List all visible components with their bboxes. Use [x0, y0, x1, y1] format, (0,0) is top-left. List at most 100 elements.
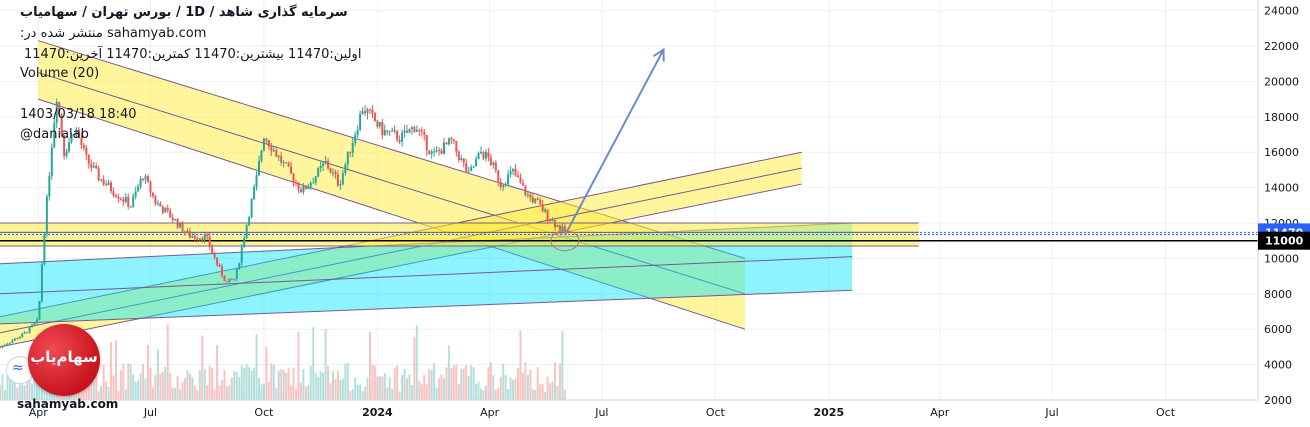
volume-bar — [376, 376, 379, 400]
volume-bar — [23, 385, 26, 400]
candle-body — [188, 230, 191, 238]
candle-body — [45, 196, 48, 234]
volume-bar — [462, 368, 465, 400]
candle-body — [452, 139, 455, 142]
volume-bar — [334, 379, 337, 400]
volume-bar — [250, 370, 253, 400]
candle-body — [428, 150, 431, 154]
volume-bar — [105, 381, 108, 400]
candle-body — [475, 159, 478, 167]
channel-1-line-1 — [0, 167, 802, 334]
volume-bar — [110, 342, 112, 400]
volume-bar — [188, 373, 191, 400]
volume-bar — [117, 391, 120, 400]
candle-body — [235, 268, 238, 279]
candle-body — [166, 207, 169, 211]
candle-body — [193, 236, 196, 239]
x-tick-label: Jul — [1044, 406, 1058, 419]
candle-body — [206, 234, 209, 237]
candle-body — [117, 197, 120, 199]
candle-body — [80, 137, 83, 146]
candle-body — [169, 210, 172, 218]
volume-bar — [378, 375, 381, 400]
volume-bar — [470, 365, 473, 400]
x-tick-label: Oct — [254, 406, 274, 419]
candle-body — [376, 121, 379, 127]
candle-body — [267, 140, 270, 147]
volume-bar — [176, 376, 179, 400]
candle-body — [324, 160, 327, 164]
candle-body — [181, 222, 184, 232]
candle-body — [208, 236, 211, 248]
volume-bar — [159, 373, 162, 400]
ohlc-values: اولین:11470 بیشترین:11470 کمترین:11470 آ… — [24, 47, 362, 62]
candle-body — [23, 332, 26, 334]
volume-bar — [139, 373, 142, 400]
candle-body — [277, 155, 280, 157]
candle-body — [68, 141, 71, 152]
candle-body — [77, 129, 80, 138]
volume-bar — [452, 365, 455, 400]
volume-bar — [235, 372, 238, 400]
candle-body — [480, 151, 482, 153]
candle-body — [549, 219, 552, 221]
candle-body — [470, 167, 473, 171]
candle-body — [260, 150, 263, 161]
candle-body — [349, 151, 352, 153]
volume-bar — [509, 377, 512, 400]
volume-bar — [206, 385, 209, 400]
y-tick-label: 6000 — [1264, 323, 1292, 336]
volume-bar — [87, 375, 90, 400]
candle-body — [272, 150, 275, 152]
candle-body — [440, 150, 443, 154]
volume-bar — [364, 386, 367, 400]
candle-body — [423, 131, 426, 135]
candle-body — [95, 165, 98, 169]
candle-body — [388, 131, 391, 133]
volume-bar — [467, 375, 470, 400]
candle-body — [97, 168, 100, 181]
candle-body — [225, 281, 228, 283]
candle-body — [317, 167, 320, 177]
candle-body — [154, 196, 157, 204]
volume-bar — [221, 380, 223, 400]
y-tick-label: 16000 — [1264, 146, 1299, 159]
candle-body — [223, 275, 226, 282]
x-tick-label: Jul — [143, 406, 157, 419]
candle-body — [563, 226, 566, 233]
candle-body — [161, 206, 164, 213]
volume-bar — [16, 387, 19, 400]
volume-bar — [119, 370, 122, 400]
y-tick-label: 14000 — [1264, 182, 1299, 195]
candle-body — [262, 138, 265, 151]
candle-body — [307, 186, 310, 190]
candle-body — [292, 173, 295, 183]
volume-bar — [203, 369, 206, 400]
volume-bar — [201, 335, 204, 400]
candle-body — [127, 197, 130, 207]
volume-bar — [258, 377, 260, 400]
volume-bar — [31, 384, 34, 400]
channel-1 — [0, 152, 802, 347]
candle-body — [48, 176, 51, 197]
candle-body — [124, 197, 127, 202]
volume-bar — [450, 367, 453, 400]
volume-bar — [164, 366, 167, 400]
candle-body — [398, 139, 401, 142]
volume-bar — [211, 368, 214, 400]
candle-body — [477, 152, 480, 160]
volume-bar — [507, 388, 510, 400]
volume-bar — [285, 372, 288, 400]
candle-body — [551, 220, 554, 222]
candle-body — [346, 151, 349, 165]
volume-bar — [142, 364, 145, 400]
candle-body — [147, 176, 149, 182]
volume-bar — [418, 380, 421, 400]
candle-body — [447, 138, 450, 145]
candle-body — [383, 130, 386, 136]
volume-bar — [270, 363, 273, 400]
volume-bar — [92, 380, 95, 400]
volume-bar — [455, 364, 458, 400]
